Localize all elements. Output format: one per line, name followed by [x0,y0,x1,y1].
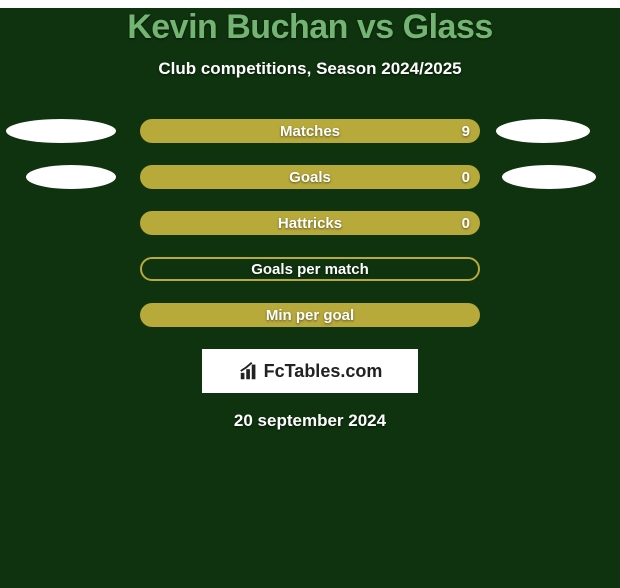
stat-row-goals-per-match: Goals per match [0,257,620,281]
brand-label: FcTables.com [264,361,383,382]
stats-area: Matches 9 Goals 0 Hattricks 0 Goals per … [0,119,620,327]
stat-label: Goals per match [251,261,369,278]
bar-chart-icon [238,360,260,382]
stat-row-hattricks: Hattricks 0 [0,211,620,235]
stat-label: Hattricks [278,215,342,232]
page-title: Kevin Buchan vs Glass [0,8,620,47]
stat-value: 0 [462,215,470,232]
stat-row-matches: Matches 9 [0,119,620,143]
brand: FcTables.com [238,360,383,382]
stat-label: Min per goal [266,307,354,324]
subtitle: Club competitions, Season 2024/2025 [0,59,620,79]
stats-card: Kevin Buchan vs Glass Club competitions,… [0,8,620,588]
stat-row-goals: Goals 0 [0,165,620,189]
stat-value: 9 [462,123,470,140]
stat-bar: Goals 0 [140,165,480,189]
date-label: 20 september 2024 [0,411,620,431]
stat-value: 0 [462,169,470,186]
stat-bar: Matches 9 [140,119,480,143]
stat-bar: Goals per match [140,257,480,281]
stat-label: Matches [280,123,340,140]
stat-label: Goals [289,169,331,186]
stat-row-min-per-goal: Min per goal [0,303,620,327]
stat-bar: Hattricks 0 [140,211,480,235]
stat-bar: Min per goal [140,303,480,327]
brand-box: FcTables.com [202,349,418,393]
